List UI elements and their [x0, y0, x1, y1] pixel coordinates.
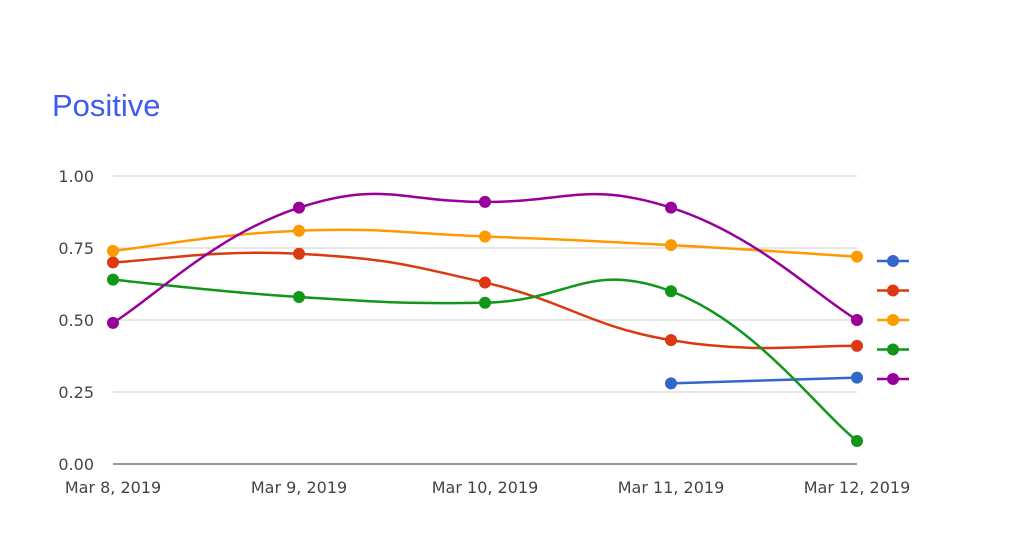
data-point[interactable] [293, 201, 305, 214]
data-point[interactable] [851, 434, 863, 447]
data-point[interactable] [479, 230, 491, 243]
series-3 [107, 224, 863, 263]
x-tick-label: Mar 10, 2019 [432, 478, 539, 497]
data-point[interactable] [851, 339, 863, 352]
y-tick-label: 0.75 [58, 239, 94, 258]
legend-marker [887, 314, 899, 326]
legend-marker [887, 255, 899, 267]
y-tick-label: 1.00 [58, 167, 94, 186]
data-point[interactable] [107, 244, 119, 257]
legend-item[interactable] [877, 284, 909, 297]
series-line [669, 376, 859, 385]
data-point[interactable] [293, 247, 305, 260]
x-tick-label: Mar 11, 2019 [618, 478, 725, 497]
series-line [111, 278, 859, 443]
y-axis-ticks: 0.00 0.25 0.50 0.75 1.00 [58, 167, 94, 474]
legend-item[interactable] [877, 255, 909, 267]
y-tick-label: 0.00 [58, 455, 94, 474]
data-point[interactable] [665, 377, 677, 390]
x-axis-ticks: Mar 8, 2019 Mar 9, 2019 Mar 10, 2019 Mar 11… [65, 478, 910, 497]
data-point[interactable] [107, 273, 119, 286]
series-4 [107, 273, 863, 447]
y-tick-label: 0.25 [58, 383, 94, 402]
legend-item[interactable] [877, 343, 909, 356]
x-tick-label: Mar 12, 2019 [804, 478, 911, 497]
legend-marker [887, 284, 899, 297]
series-1 [665, 371, 863, 390]
legend-marker [887, 373, 899, 385]
x-tick-label: Mar 9, 2019 [251, 478, 347, 497]
data-point[interactable] [851, 250, 863, 263]
data-point[interactable] [665, 201, 677, 214]
legend[interactable] [877, 255, 909, 385]
y-tick-label: 0.50 [58, 311, 94, 330]
legend-item[interactable] [877, 373, 909, 385]
legend-item[interactable] [877, 314, 909, 326]
data-point[interactable] [479, 195, 491, 208]
data-point[interactable] [665, 285, 677, 298]
gridlines [113, 175, 857, 465]
data-point[interactable] [665, 334, 677, 347]
data-point[interactable] [293, 224, 305, 237]
data-point[interactable] [851, 314, 863, 326]
x-tick-label: Mar 8, 2019 [65, 478, 161, 497]
chart-title: Positive [52, 88, 161, 123]
series-lines [107, 192, 863, 447]
data-point[interactable] [479, 296, 491, 309]
data-point[interactable] [107, 256, 119, 269]
data-point[interactable] [479, 276, 491, 289]
data-point[interactable] [293, 290, 305, 303]
series-5 [107, 192, 863, 329]
legend-marker [887, 343, 899, 356]
data-point[interactable] [851, 371, 863, 384]
series-2 [107, 247, 863, 352]
data-point[interactable] [107, 316, 119, 329]
data-point[interactable] [665, 239, 677, 252]
